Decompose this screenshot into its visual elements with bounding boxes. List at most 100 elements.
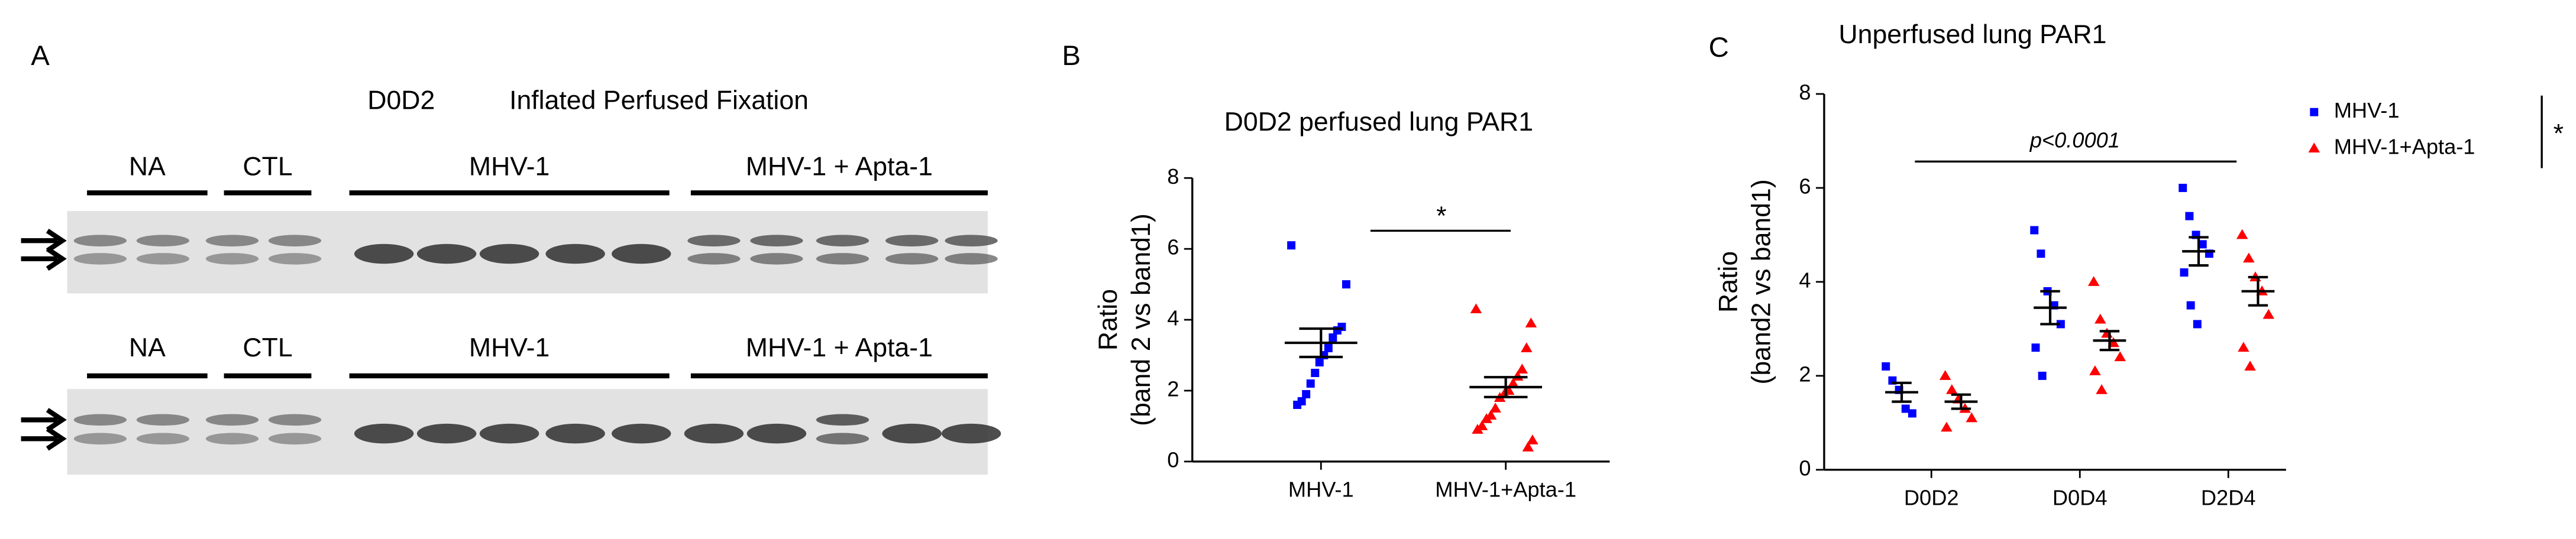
point [1941,421,1953,432]
band [268,253,322,265]
y-tick-label: 0 [1167,447,1179,472]
point [1525,317,1537,328]
band [816,253,870,265]
band [136,433,190,445]
band [479,423,539,444]
x-tick-label: MHV-1+Apta-1 [1435,478,1576,502]
point [2038,371,2047,380]
point [1342,280,1350,289]
y-tick-label: 0 [1799,456,1811,480]
point [2244,361,2256,371]
point [2193,320,2202,329]
point [1882,362,1890,371]
point [1324,344,1333,353]
point [1946,384,1958,394]
point [2089,365,2101,375]
band [885,253,939,265]
band [205,235,259,246]
band [945,253,998,265]
band [136,414,190,426]
band [945,235,998,246]
y-axis-label: (band2 vs band1) [1747,179,1776,384]
y-tick-label: 2 [1799,362,1811,386]
significance-label: p<0.0001 [2029,128,2120,152]
lane-label: NA [129,152,166,181]
legend-label: MHV-1 [2334,98,2400,122]
point [2238,342,2249,352]
band [416,423,477,444]
y-axis-label: Ratio [1094,289,1123,350]
band [136,253,190,265]
point [1302,390,1311,398]
band [354,423,414,444]
band [73,253,127,265]
band [750,253,803,265]
arrow-head [46,427,67,451]
band [816,235,870,246]
point [1901,404,1910,413]
point [1470,303,1482,314]
point [2087,276,2100,286]
point [1939,370,1951,380]
point [1521,342,1533,353]
blot-title: Inflated Perfused Fixation [509,86,809,115]
band [545,243,605,264]
band [816,433,870,445]
legend-label: MHV-1+Apta-1 [2334,135,2475,159]
point [2185,212,2194,220]
point [2310,108,2319,116]
arrow-head [46,246,67,271]
arrow-head [46,408,67,432]
point [2114,351,2126,362]
lane-label: MHV-1 [469,152,550,181]
band [136,235,190,246]
point [2179,183,2187,192]
point [2056,320,2065,329]
point [1306,379,1315,388]
significance-mark: * [1436,202,1446,230]
band [684,423,744,444]
x-tick-label: D2D4 [2201,486,2256,510]
point [2236,229,2248,239]
lane-label: NA [129,333,166,362]
point [2198,240,2207,249]
point [1481,413,1492,423]
point [1315,358,1324,366]
band [687,235,741,246]
point [1516,363,1528,374]
band [882,423,942,444]
point [2186,301,2195,310]
band [885,235,939,246]
lane-label: MHV-1 + Apta-1 [746,333,933,362]
panel-label: C [1709,32,1729,63]
band [816,414,870,426]
chart-title: D0D2 perfused lung PAR1 [1224,108,1533,137]
band [73,414,127,426]
band [479,243,539,264]
point [2095,313,2106,324]
band [750,235,803,246]
point [1293,401,1302,409]
point [2030,226,2039,235]
band [416,243,477,264]
y-axis-label: (band 2 vs band1) [1127,213,1156,426]
band [268,235,322,246]
lane-label: MHV-1 [469,333,550,362]
arrow-head [46,228,67,253]
y-tick-label: 6 [1799,174,1811,199]
point [2308,142,2320,152]
point [1527,434,1539,444]
point [1311,369,1320,377]
y-tick-label: 8 [1799,80,1811,105]
band [205,253,259,265]
x-tick-label: D0D4 [2053,486,2108,510]
band [205,414,259,426]
lane-label: MHV-1 + Apta-1 [746,152,933,181]
y-tick-label: 2 [1167,377,1179,401]
band [73,235,127,246]
lane-label: CTL [243,333,292,362]
panel-label: B [1062,40,1081,72]
band [746,423,807,444]
